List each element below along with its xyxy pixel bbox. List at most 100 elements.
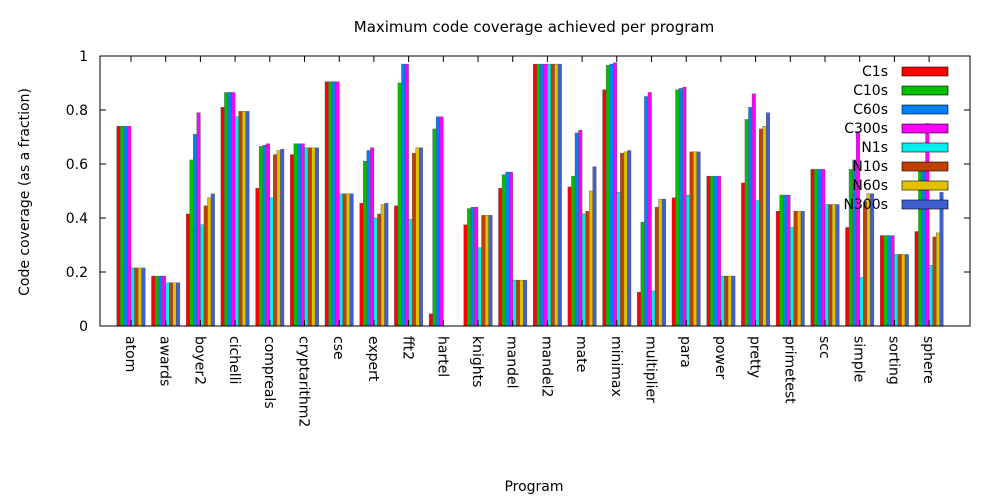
bar-mandel-N300s [523,279,528,327]
bar-knights-N300s [488,215,493,327]
bar-atom-N300s [141,267,146,327]
bar-scc-C1s [810,169,815,327]
bar-awards-N300s [176,282,181,327]
legend-label-C60s: C60s [853,102,888,118]
bar-awards-C300s [161,275,166,327]
bar-cse-N60s [346,193,351,327]
bar-knights-C300s [474,206,479,327]
bar-multiplier-N300s [661,198,666,327]
bar-knights-N60s [484,215,489,327]
bar-power-N60s [727,275,732,327]
bar-hartel-C60s [436,116,440,327]
bar-cse-C300s [335,81,340,327]
bar-minimax-N60s [623,151,628,327]
bar-mate-C60s [574,132,579,327]
bar-knights-C1s [463,224,468,327]
bar-boyer2-C10s [189,159,194,327]
bar-fft2-C10s [397,82,402,327]
bar-multiplier-N60s [658,198,663,327]
legend-label-N60s: N60s [852,178,888,194]
bar-expert-N1s [373,217,378,327]
bar-primetest-C10s [779,194,784,327]
bar-fft2-N60s [415,147,420,327]
bar-power-C1s [706,175,711,327]
x-tick-label: compreals [261,336,277,409]
bar-para-N300s [696,151,701,327]
x-tick-label: hartel [434,336,450,377]
bar-mandel2-C1s [533,63,537,327]
bar-expert-C60s [366,150,371,327]
bar-knights-C10s [467,208,472,327]
bar-power-C10s [710,175,714,327]
bar-mate-N300s [592,166,597,327]
bar-fft2-C300s [404,63,409,327]
legend-swatch-N10s [901,161,949,172]
x-tick-label: primetest [781,336,797,404]
legend-swatch-C60s [901,104,949,115]
bar-simple-N1s [859,277,864,327]
bar-minimax-N1s [616,192,621,327]
bar-cse-C10s [328,81,333,327]
bar-pretty-N60s [762,125,767,327]
bar-cryptarithm2-N1s [304,147,309,327]
x-tick-label: multiplier [643,336,659,403]
y-tick-label: 1 [79,49,88,65]
bar-atom-C300s [127,125,132,327]
bar-scc-N10s [828,204,833,327]
bar-cryptarithm2-C300s [300,143,305,327]
bar-minimax-N300s [627,150,632,327]
bar-para-N1s [686,194,690,327]
bar-multiplier-C300s [647,92,652,327]
bar-cichelli-C300s [231,92,236,327]
bar-fft2-C1s [394,205,399,327]
plot-frame [99,55,971,327]
bar-mandel2-N1s [547,63,552,327]
bar-mandel-C60s [505,171,510,327]
x-tick-label: mate [573,336,589,372]
bar-expert-N10s [377,213,382,327]
legend-swatch-C300s [901,123,949,134]
bar-atom-N10s [134,267,139,327]
y-axis-label: Code coverage (as a fraction) [17,88,33,296]
x-tick-label: cichelli [226,336,242,384]
bar-sorting-C300s [890,235,895,327]
bar-compreals-N10s [273,154,278,327]
y-tick-label: 0.8 [66,103,88,119]
bar-pretty-C60s [748,107,753,327]
bar-sphere-N10s [932,236,937,327]
bar-atom-C60s [123,125,128,327]
bar-fft2-N10s [411,152,416,327]
bar-compreals-C300s [266,143,270,327]
bar-boyer2-C60s [193,134,198,327]
bar-pretty-N300s [766,112,770,327]
bar-compreals-N60s [276,150,281,327]
bar-cichelli-N60s [241,111,246,327]
x-tick-label: awards [157,336,173,386]
bar-primetest-N1s [790,227,795,327]
bar-sorting-C1s [880,235,884,327]
bar-boyer2-C300s [196,112,201,327]
bar-sphere-C300s [925,123,930,327]
bar-hartel-C1s [428,313,433,327]
bar-mate-C300s [578,130,583,327]
x-tick-label: sphere [920,336,936,384]
bar-expert-N60s [380,204,385,327]
bar-mandel-N60s [519,279,524,327]
bar-cryptarithm2-C10s [293,143,298,327]
x-tick-label: mandel [504,336,520,388]
bar-multiplier-C1s [637,292,642,327]
bar-fft2-C60s [401,63,406,327]
legend-swatch-N1s [901,142,949,153]
x-tick-label: atom [122,336,138,372]
bar-awards-N60s [172,282,177,327]
bar-awards-N1s [165,282,170,327]
bar-multiplier-C10s [640,221,645,327]
bar-scc-C10s [814,169,819,327]
bar-cryptarithm2-N60s [311,147,316,327]
legend-label-C1s: C1s [862,64,888,80]
x-tick-label: simple [851,336,867,382]
bar-cichelli-N1s [234,116,239,327]
bar-para-C1s [671,197,676,327]
bar-compreals-C10s [258,146,263,327]
